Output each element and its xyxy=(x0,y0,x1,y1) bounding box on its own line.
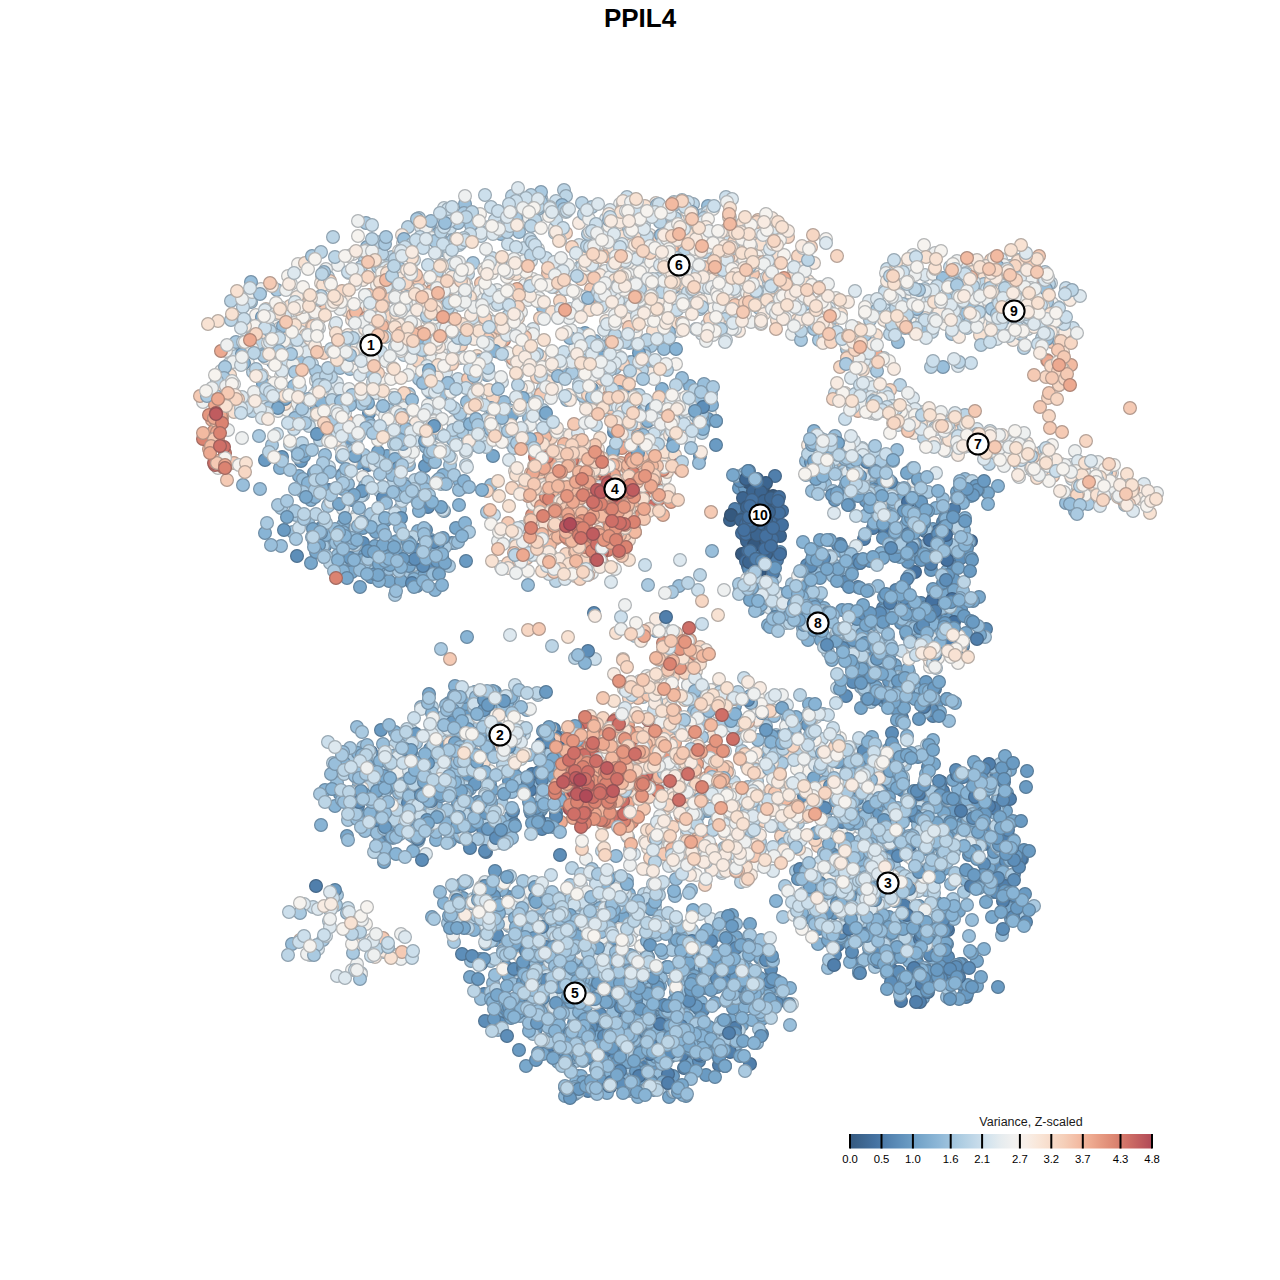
svg-text:4.8: 4.8 xyxy=(1144,1153,1160,1165)
svg-text:4: 4 xyxy=(611,481,619,497)
svg-text:9: 9 xyxy=(1010,303,1018,319)
svg-text:8: 8 xyxy=(814,615,822,631)
svg-text:2: 2 xyxy=(496,727,504,743)
svg-text:3.7: 3.7 xyxy=(1075,1153,1091,1165)
svg-text:3.2: 3.2 xyxy=(1043,1153,1059,1165)
svg-text:4.3: 4.3 xyxy=(1113,1153,1129,1165)
svg-text:0.0: 0.0 xyxy=(842,1153,858,1165)
svg-text:10: 10 xyxy=(752,507,768,523)
svg-text:0.5: 0.5 xyxy=(874,1153,890,1165)
svg-text:2.1: 2.1 xyxy=(974,1153,990,1165)
svg-text:1: 1 xyxy=(367,337,375,353)
svg-text:3: 3 xyxy=(884,875,892,891)
svg-text:5: 5 xyxy=(571,985,579,1001)
svg-text:2.7: 2.7 xyxy=(1012,1153,1028,1165)
svg-text:Variance, Z-scaled: Variance, Z-scaled xyxy=(979,1115,1082,1129)
svg-text:PPIL4: PPIL4 xyxy=(604,3,677,33)
svg-text:1.6: 1.6 xyxy=(943,1153,959,1165)
svg-text:6: 6 xyxy=(675,257,683,273)
svg-text:1.0: 1.0 xyxy=(905,1153,921,1165)
svg-text:7: 7 xyxy=(974,436,982,452)
